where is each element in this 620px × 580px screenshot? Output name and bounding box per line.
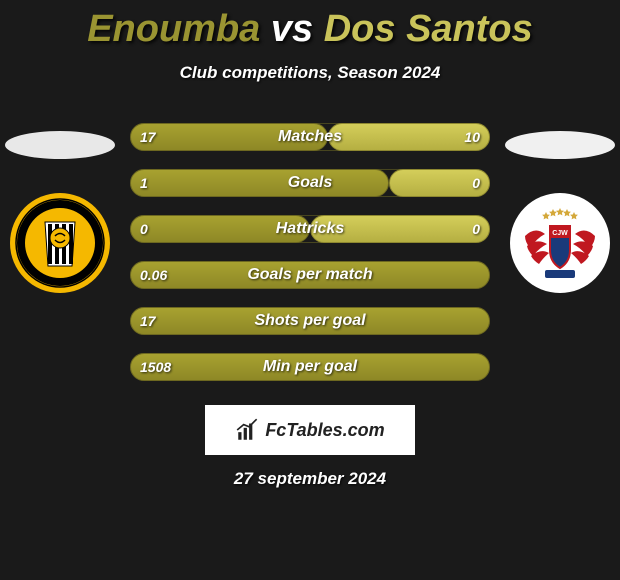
bar-value-right: 0 (472, 169, 480, 197)
bar-value-left: 17 (140, 123, 156, 151)
right-side: CJW (500, 123, 620, 293)
strongest-logo-icon (15, 198, 105, 288)
page-title: Enoumba vs Dos Santos (0, 8, 620, 51)
stats-bars: Matches1710Goals10Hattricks00Goals per m… (120, 123, 500, 381)
stat-row: Matches17 10 (130, 123, 490, 151)
bar-value-left: 1508 (140, 353, 171, 381)
player2-silhouette (505, 131, 615, 159)
brand-text: FcTables.com (265, 420, 384, 441)
team-left-badge (10, 193, 110, 293)
svg-text:CJW: CJW (552, 230, 568, 237)
bar-label: Hattricks (130, 215, 490, 243)
team-right-badge: CJW (510, 193, 610, 293)
bar-label: Goals (130, 169, 490, 197)
brand-box: FcTables.com (205, 405, 415, 455)
subtitle: Club competitions, Season 2024 (0, 63, 620, 83)
date-text: 27 september 2024 (0, 469, 620, 489)
left-side (0, 123, 120, 293)
stat-row: Shots per goal17 (130, 307, 490, 335)
bar-value-right: 10 (464, 123, 480, 151)
wilstermann-logo-icon: CJW (515, 198, 605, 288)
player2-name: Dos Santos (324, 8, 533, 50)
bar-value-left: 1 (140, 169, 148, 197)
bar-label: Matches (130, 123, 490, 151)
bar-label: Shots per goal (130, 307, 490, 335)
stat-row: Hattricks0 0 (130, 215, 490, 243)
bar-label: Min per goal (130, 353, 490, 381)
bar-value-left: 0 (140, 215, 148, 243)
bar-value-right: 0 (472, 215, 480, 243)
vs-text: vs (271, 8, 313, 50)
chart-icon (235, 417, 261, 443)
bar-label: Goals per match (130, 261, 490, 289)
infographic-container: Enoumba vs Dos Santos Club competitions,… (0, 0, 620, 489)
bar-value-left: 17 (140, 307, 156, 335)
stat-row: Goals1 0 (130, 169, 490, 197)
player1-name: Enoumba (87, 8, 260, 50)
stat-row: Goals per match0.06 (130, 261, 490, 289)
stat-row: Min per goal1508 (130, 353, 490, 381)
bar-value-left: 0.06 (140, 261, 167, 289)
content-row: Matches1710Goals10Hattricks00Goals per m… (0, 123, 620, 381)
player1-silhouette (5, 131, 115, 159)
